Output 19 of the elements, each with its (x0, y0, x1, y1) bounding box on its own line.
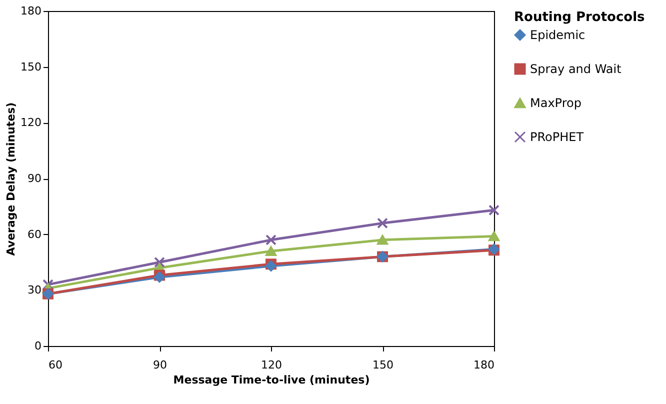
legend-label: Spray and Wait (530, 62, 622, 76)
y-tick-label: 0 (34, 340, 42, 352)
x-axis-title: Message Time-to-live (minutes) (173, 374, 370, 386)
legend-label: Epidemic (530, 28, 586, 42)
x-tick-label: 60 (48, 358, 62, 372)
y-tick-label: 180 (20, 4, 42, 18)
legend-title: Routing Protocols (514, 10, 646, 25)
y-tick-label: 30 (28, 284, 42, 297)
x-tick-label: 150 (372, 358, 394, 372)
y-tick-label: 60 (28, 228, 42, 241)
y-tick-label: 150 (20, 60, 42, 74)
x-tick-label: 90 (153, 358, 167, 372)
y-tick-label: 90 (28, 172, 42, 185)
legend-label: PRoPHET (530, 130, 584, 144)
x-tick-label: 180 (474, 358, 494, 372)
x-tick-label: 120 (261, 358, 282, 372)
y-tick-label: 120 (20, 116, 42, 130)
y-axis-title: Average Delay (minutes) (4, 102, 18, 256)
legend-label: MaxProp (530, 96, 582, 110)
